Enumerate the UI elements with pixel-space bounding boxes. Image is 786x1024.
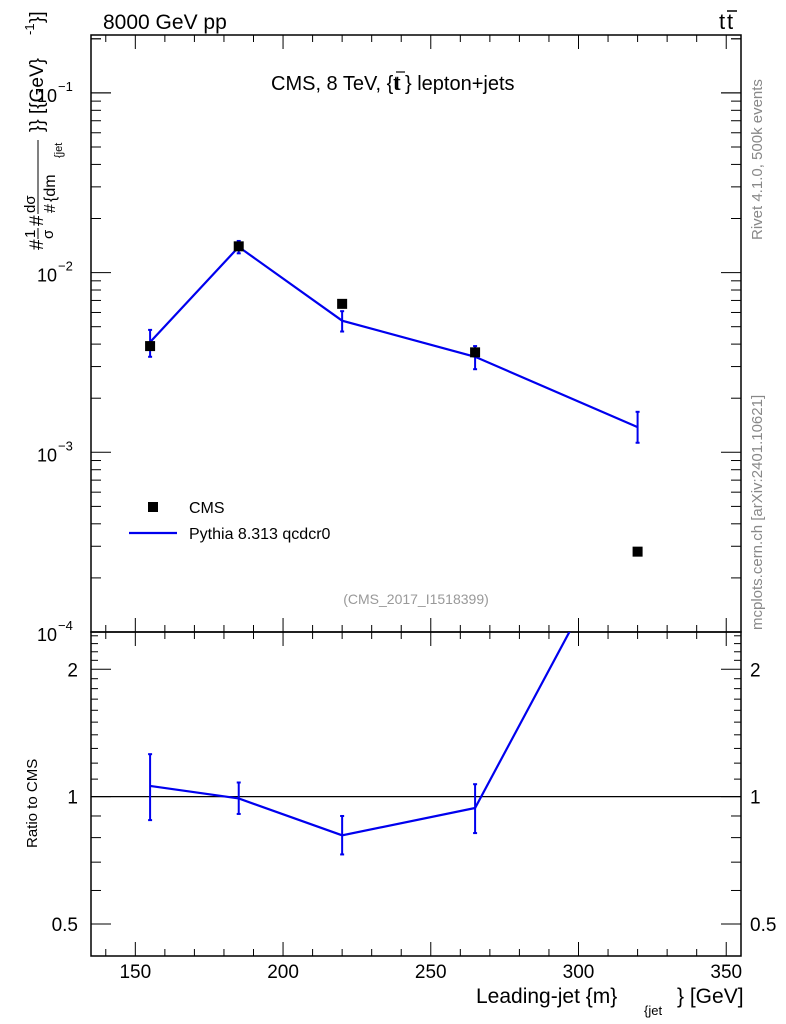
cms-data-point bbox=[145, 341, 156, 352]
svg-text:dσ: dσ bbox=[22, 195, 39, 213]
pythia-error-bar bbox=[635, 410, 640, 444]
header-collision-label: 8000 GeV pp bbox=[103, 11, 227, 34]
svg-text:#: # bbox=[27, 215, 48, 226]
ratio-y-tick-label-right: 0.5 bbox=[750, 915, 776, 936]
main-y-axis-label: # 1 σ # dσ # {dm {jet }} [{GeV} -1 }] bbox=[22, 11, 65, 250]
legend-cms-label: CMS bbox=[189, 500, 225, 517]
cms-data-point bbox=[233, 241, 244, 252]
x-tick-label: 250 bbox=[415, 962, 447, 983]
svg-text:{jet: {jet bbox=[53, 143, 65, 158]
ratio-plot-frame bbox=[90, 631, 742, 957]
svg-text:} lepton+jets: } lepton+jets bbox=[405, 73, 515, 95]
svg-text:CMS, 8 TeV, {t: CMS, 8 TeV, {t bbox=[271, 73, 399, 95]
legend-cms-marker bbox=[148, 502, 158, 512]
pythia-ratio-error-bar bbox=[148, 753, 153, 822]
main-y-tick-label: 10 −1 bbox=[37, 79, 73, 106]
x-tick-label: 300 bbox=[563, 962, 595, 983]
svg-text:{jet: {jet bbox=[644, 1003, 662, 1018]
cms-data-point bbox=[337, 298, 348, 309]
pythia-error-bar bbox=[340, 310, 345, 333]
svg-text:} [GeV]: } [GeV] bbox=[677, 985, 744, 1008]
svg-text:−1: −1 bbox=[58, 79, 73, 94]
svg-text:{dm: {dm bbox=[42, 174, 59, 202]
main-panel: 10−110−210−310−4 CMS, 8 TeV, {t t } lept… bbox=[37, 34, 742, 645]
pythia-line bbox=[149, 245, 639, 429]
pythia-ratio-error-bar bbox=[636, 467, 640, 541]
ratio-y-ticks: 2 2 1 1 0.5 0.5 bbox=[52, 635, 776, 936]
pythia-ratio-error-bar bbox=[340, 814, 345, 856]
mcplots-label: mcplots.cern.ch [arXiv:2401.10621] bbox=[749, 395, 766, 630]
ratio-y-axis-label: Ratio to CMS bbox=[24, 759, 41, 848]
pythia-ratio-line bbox=[149, 632, 571, 837]
legend: CMS Pythia 8.313 qcdcr0 bbox=[129, 500, 331, 543]
ratio-y-tick-label-right: 1 bbox=[750, 788, 761, 809]
svg-text:t: t bbox=[395, 73, 401, 95]
rivet-version-label: Rivet 4.1.0, 500k events bbox=[749, 79, 766, 240]
main-y-tick-label: 10 −2 bbox=[37, 259, 73, 286]
analysis-watermark: (CMS_2017_I1518399) bbox=[343, 591, 489, 607]
svg-text:#: # bbox=[27, 239, 48, 250]
svg-text:10: 10 bbox=[37, 266, 57, 286]
svg-text:−4: −4 bbox=[58, 618, 73, 633]
main-x-ticks bbox=[105, 35, 727, 632]
ratio-y-tick-label-right: 2 bbox=[750, 660, 761, 681]
header-process-label: t t bbox=[719, 9, 737, 34]
ratio-y-tick-label: 1 bbox=[67, 788, 78, 809]
main-y-ticks: 10−110−210−310−4 bbox=[37, 38, 741, 645]
svg-text:}]: }] bbox=[27, 11, 48, 23]
svg-text:10: 10 bbox=[37, 86, 57, 106]
x-axis-label: Leading-jet {m} {jet } [GeV] bbox=[476, 985, 744, 1018]
main-title: CMS, 8 TeV, {t t } lepton+jets bbox=[271, 71, 515, 95]
svg-text:−2: −2 bbox=[58, 259, 73, 274]
svg-text:t: t bbox=[719, 9, 725, 34]
main-y-tick-label: 10 −4 bbox=[37, 618, 73, 645]
svg-text:1: 1 bbox=[22, 230, 39, 238]
pythia-ratio-error-bar bbox=[473, 783, 478, 835]
ratio-y-tick-label: 2 bbox=[67, 660, 78, 681]
ratio-x-ticks: 150 200 250 300 350 bbox=[105, 632, 742, 983]
x-tick-label: 350 bbox=[710, 962, 742, 983]
pythia-ratio-error-bar bbox=[236, 781, 241, 815]
ratio-y-tick-label: 0.5 bbox=[52, 915, 78, 936]
svg-text:t: t bbox=[727, 9, 733, 34]
svg-text:#: # bbox=[42, 204, 59, 213]
ratio-panel: 2 21 10.5 0.5 150 200 250 300 350 Ratio to CMS … bbox=[24, 467, 776, 1018]
cms-data-point bbox=[470, 347, 481, 358]
svg-text:−3: −3 bbox=[58, 438, 73, 453]
x-tick-label: 150 bbox=[119, 962, 151, 983]
svg-text:10: 10 bbox=[37, 625, 57, 645]
svg-text:Leading-jet {m}: Leading-jet {m} bbox=[476, 985, 617, 1008]
legend-pythia-label: Pythia 8.313 qcdcr0 bbox=[189, 526, 331, 543]
main-series bbox=[145, 239, 643, 557]
ratio-series bbox=[91, 467, 741, 856]
svg-text:}} [{GeV}: }} [{GeV} bbox=[27, 58, 48, 132]
svg-text:σ: σ bbox=[40, 229, 57, 239]
x-tick-label: 200 bbox=[267, 962, 299, 983]
cms-data-point bbox=[632, 546, 643, 557]
svg-text:10: 10 bbox=[37, 445, 57, 465]
svg-text:-1: -1 bbox=[22, 23, 37, 35]
main-y-tick-label: 10 −3 bbox=[37, 438, 73, 465]
